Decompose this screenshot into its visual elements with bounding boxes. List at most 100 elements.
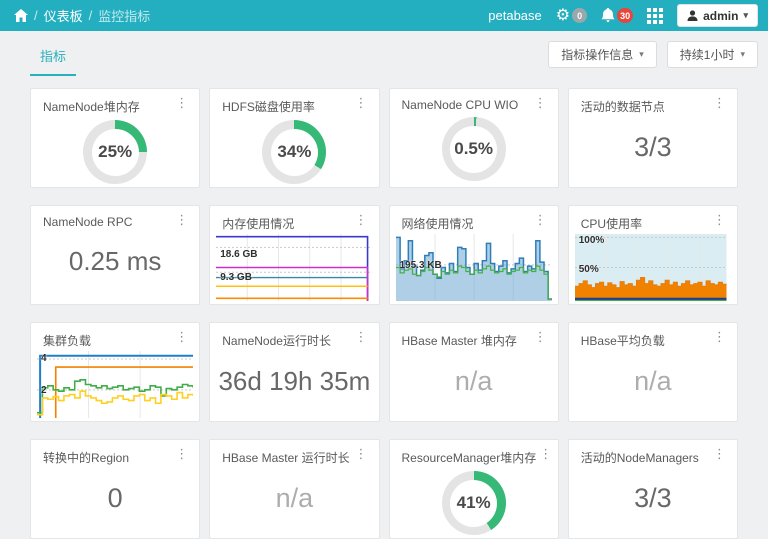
breadcrumb-separator: / (34, 8, 38, 23)
kebab-menu-icon[interactable]: ⋮ (713, 329, 726, 344)
tab-toolbar: 指标 指标操作信息 ▾ 持续1小时 ▾ (0, 31, 768, 76)
card-title: CPU使用率 (580, 217, 643, 231)
settings-badge: 0 (572, 8, 588, 23)
chart-tick-label: 50% (578, 264, 599, 275)
breadcrumb-current: 监控指标 (98, 9, 151, 24)
metric-value: 3/3 (634, 131, 672, 162)
notifications-menu[interactable]: 30 (601, 8, 634, 23)
card-title: NameNode RPC (43, 215, 133, 229)
kebab-menu-icon[interactable]: ⋮ (533, 95, 547, 110)
card-namenode-uptime: NameNode运行时长 ⋮ 36d 19h 35m (209, 322, 380, 422)
caret-down-icon: ▾ (639, 49, 644, 59)
card-title: HBase平均负载 (580, 334, 665, 348)
card-title: NameNode堆内存 (43, 100, 140, 114)
card-title: HBase Master 运行时长 (222, 451, 350, 465)
user-icon (687, 10, 698, 21)
card-hbase-master-uptime: HBase Master 运行时长 ⋮ n/a (209, 439, 380, 539)
card-namenode-rpc: NameNode RPC ⋮ 0.25 ms (30, 205, 201, 305)
chart-tick-label: 2 (41, 385, 47, 396)
network-usage-chart[interactable]: 195.3 KB (395, 234, 552, 301)
metric-actions-dropdown[interactable]: 指标操作信息 ▾ (548, 41, 657, 68)
breadcrumb-dashboard[interactable]: 仪表板 (43, 9, 83, 24)
caret-down-icon: ▾ (743, 10, 748, 20)
tab-metrics[interactable]: 指标 (30, 36, 77, 76)
kebab-menu-icon[interactable]: ⋮ (354, 95, 368, 110)
card-title: 网络使用情况 (401, 217, 474, 231)
metric-value: 3/3 (634, 482, 672, 513)
card-memory-usage: 内存使用情况 ⋮ 18.6 GB 9.3 GB (209, 205, 380, 305)
kebab-menu-icon[interactable]: ⋮ (175, 446, 189, 461)
settings-menu[interactable]: ⚙ 0 (555, 6, 588, 24)
metric-value: 0.25 ms (68, 245, 162, 276)
top-navbar: / 仪表板 / 监控指标 petabase ⚙ 0 30 admin ▾ (0, 0, 768, 31)
card-title: 转换中的Region (43, 451, 130, 465)
card-title: 集群负载 (43, 334, 92, 348)
card-title: 活动的NodeManagers (580, 451, 699, 465)
brand-name: petabase (488, 8, 542, 23)
card-title: ResourceManager堆内存 (401, 451, 537, 465)
card-title: NameNode运行时长 (222, 334, 331, 348)
gauge-donut: 34% (262, 120, 327, 184)
caret-down-icon: ▾ (740, 49, 745, 59)
kebab-menu-icon[interactable]: ⋮ (539, 446, 553, 461)
kebab-menu-icon[interactable]: ⋮ (533, 329, 547, 344)
kebab-menu-icon[interactable]: ⋮ (713, 95, 726, 110)
gauge-value: 25% (98, 142, 133, 161)
card-hbase-master-heap: HBase Master 堆内存 ⋮ n/a (388, 322, 559, 422)
gear-icon[interactable]: ⚙ (555, 6, 571, 24)
metric-value: 0 (107, 482, 123, 513)
kebab-menu-icon[interactable]: ⋮ (175, 95, 189, 110)
card-active-nodemanagers: 活动的NodeManagers ⋮ 3/3 (567, 439, 738, 539)
home-icon[interactable] (14, 9, 28, 22)
gauge-donut: 25% (83, 120, 148, 184)
kebab-menu-icon[interactable]: ⋮ (175, 329, 189, 344)
gauge-donut: 0.5% (441, 117, 506, 181)
gauge-value: 34% (277, 142, 312, 161)
kebab-menu-icon[interactable]: ⋮ (713, 212, 726, 227)
chart-tick-label: 4 (41, 353, 47, 364)
card-title: HBase Master 堆内存 (401, 334, 517, 348)
breadcrumb-separator: / (88, 8, 93, 23)
card-cpu-usage: CPU使用率 ⋮ 100% 50% (567, 205, 738, 305)
card-title: HDFS磁盘使用率 (222, 100, 315, 114)
card-hbase-avg-load: HBase平均负载 ⋮ n/a (567, 322, 738, 422)
breadcrumb: / 仪表板 / 监控指标 (14, 6, 150, 25)
gauge-value: 0.5% (454, 139, 493, 158)
card-namenode-cpu-wio: NameNode CPU WIO ⋮ 0.5% (388, 88, 559, 188)
kebab-menu-icon[interactable]: ⋮ (354, 212, 368, 227)
user-name: admin (703, 8, 739, 23)
card-title: 内存使用情况 (222, 217, 295, 231)
duration-label: 持续1小时 (679, 48, 735, 62)
card-hdfs-disk-usage: HDFS磁盘使用率 ⋮ 34% (209, 88, 380, 188)
memory-usage-chart[interactable]: 18.6 GB 9.3 GB (216, 234, 372, 301)
metric-actions-label: 指标操作信息 (561, 48, 634, 62)
cpu-usage-chart[interactable]: 100% 50% (574, 234, 731, 301)
kebab-menu-icon[interactable]: ⋮ (354, 446, 368, 461)
card-regions-in-transition: 转换中的Region ⋮ 0 (30, 439, 201, 539)
card-title: NameNode CPU WIO (401, 98, 519, 112)
metric-value: n/a (275, 482, 314, 513)
user-menu-button[interactable]: admin ▾ (677, 4, 758, 27)
card-resourcemanager-heap: ResourceManager堆内存 ⋮ 41% (388, 439, 559, 539)
card-network-usage: 网络使用情况 ⋮ 195.3 KB (388, 205, 559, 305)
kebab-menu-icon[interactable]: ⋮ (354, 329, 368, 344)
chart-tick-label: 18.6 GB (220, 249, 258, 260)
card-cluster-load: 集群负载 ⋮ 4 2 (30, 322, 201, 422)
duration-dropdown[interactable]: 持续1小时 ▾ (666, 41, 758, 68)
metric-value: n/a (634, 365, 672, 396)
metric-value: n/a (454, 365, 493, 396)
kebab-menu-icon[interactable]: ⋮ (713, 446, 726, 461)
chart-tick-label: 100% (578, 235, 605, 246)
cluster-load-chart[interactable]: 4 2 (37, 351, 193, 418)
gauge-donut: 41% (441, 471, 506, 535)
card-title: 活动的数据节点 (580, 100, 665, 114)
bell-icon[interactable] (601, 8, 615, 23)
kebab-menu-icon[interactable]: ⋮ (175, 212, 189, 227)
kebab-menu-icon[interactable]: ⋮ (533, 212, 547, 227)
card-active-datanodes: 活动的数据节点 ⋮ 3/3 (567, 88, 738, 188)
chart-tick-label: 195.3 KB (399, 260, 442, 271)
apps-grid-icon[interactable] (647, 7, 664, 24)
metric-value: 36d 19h 35m (218, 365, 371, 396)
chart-tick-label: 9.3 GB (220, 272, 252, 283)
metrics-grid: NameNode堆内存 ⋮ 25% HDFS磁盘使用率 ⋮ 34% NameNode… (0, 74, 768, 539)
